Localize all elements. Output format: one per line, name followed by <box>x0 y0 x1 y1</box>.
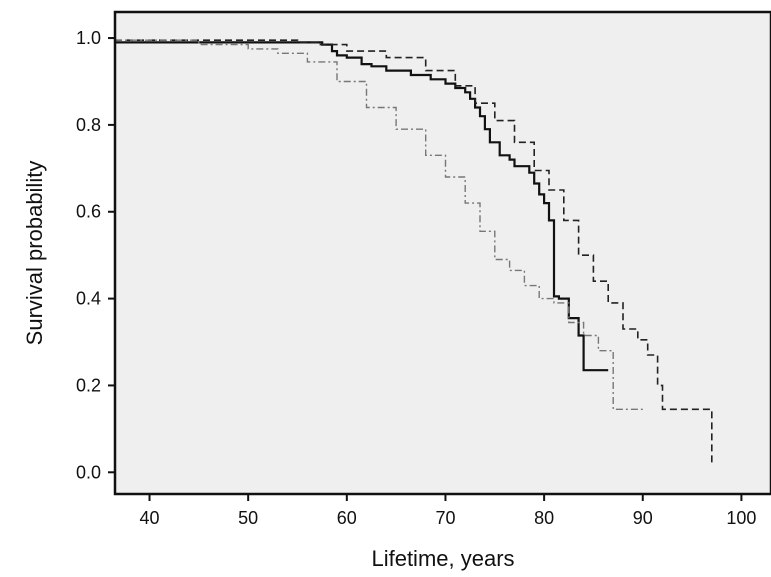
y-tick-label: 0.2 <box>76 375 101 395</box>
x-tick-label: 80 <box>534 508 554 528</box>
y-axis-title: Survival probability <box>22 161 47 346</box>
x-tick-label: 60 <box>337 508 357 528</box>
y-tick-label: 0.4 <box>76 289 101 309</box>
x-tick-label: 40 <box>140 508 160 528</box>
y-ticks: 0.0 0.2 0.4 0.6 0.8 1.0 <box>76 28 115 482</box>
series-line-solid <box>115 41 609 372</box>
series-line-dashed <box>115 39 713 466</box>
x-tick-label: 90 <box>633 508 653 528</box>
x-axis-title: Lifetime, years <box>371 546 514 571</box>
series-layer <box>115 39 713 466</box>
x-tick-label: 100 <box>726 508 756 528</box>
plot-area-background <box>115 12 771 494</box>
y-tick-label: 1.0 <box>76 28 101 48</box>
plot-frame <box>113 10 771 496</box>
x-tick-label: 50 <box>238 508 258 528</box>
x-tick-label: 70 <box>435 508 455 528</box>
y-tick-label: 0.0 <box>76 462 101 482</box>
y-tick-label: 0.6 <box>76 202 101 222</box>
y-tick-label: 0.8 <box>76 115 101 135</box>
series-line-dashdot <box>115 39 643 410</box>
x-ticks: 40 50 60 70 80 90 100 <box>140 494 756 528</box>
